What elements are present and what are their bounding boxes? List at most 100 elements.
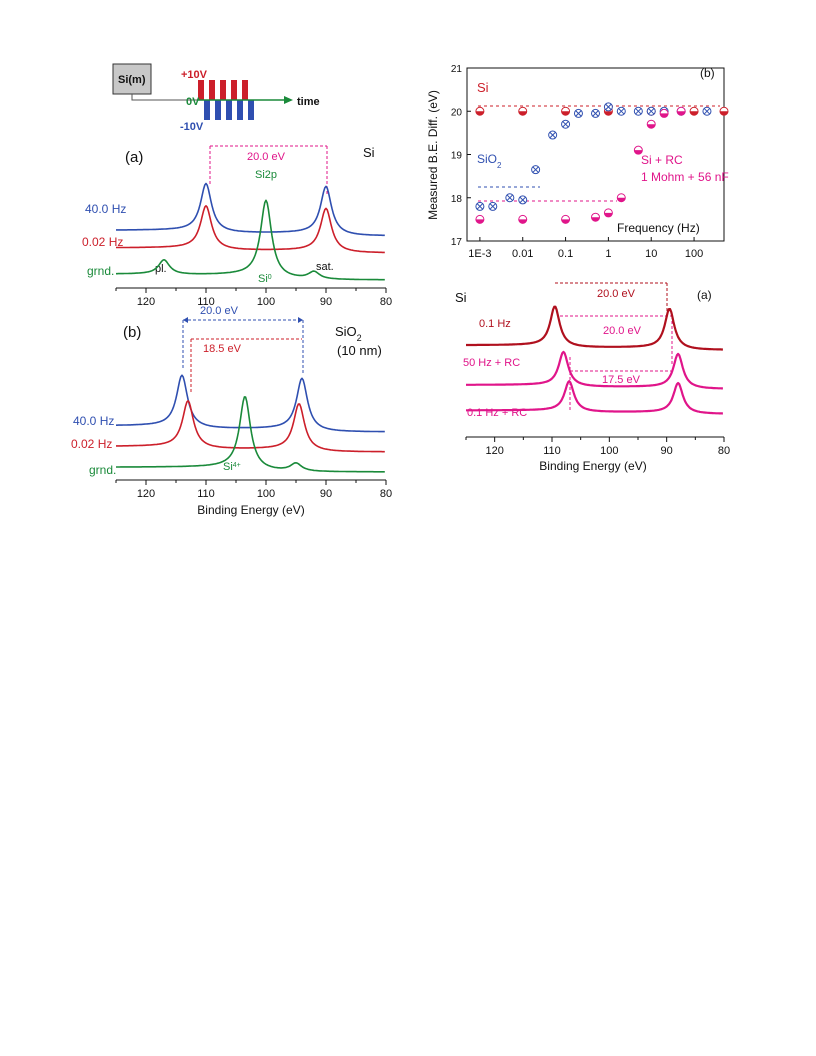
sample-box	[112, 63, 152, 95]
separation-label-3: 17.5 eV	[602, 374, 641, 386]
right-panel-a: Si (a) 20.0 eV 20.0 eV 17.5 eV 0.1 Hz 50…	[455, 282, 730, 473]
separation-label-1: 20.0 eV	[597, 288, 636, 300]
data-point-si	[561, 106, 571, 116]
x-tick-label: 1	[605, 248, 611, 260]
x-tick-label: 0.1	[558, 248, 573, 260]
x-tick-label: 10	[645, 248, 657, 260]
sio2-label: SiO2	[477, 152, 502, 170]
bias-schematic: Si(m) +10V 0V -10V time	[112, 63, 320, 133]
minus-voltage-label: -10V	[180, 121, 204, 133]
markers	[475, 102, 729, 224]
left-panel-a: (a) Si 20.0 eV Si2p pl. sat. Si0 40.0 Hz…	[82, 145, 392, 308]
series-line-grnd-	[116, 396, 385, 473]
outer-arrow-left-icon	[183, 317, 188, 323]
time-label: time	[297, 96, 320, 108]
minus-pulses	[204, 100, 254, 120]
outer-arrow-right-icon	[298, 317, 303, 323]
x-tick-label: 100	[600, 445, 618, 457]
y-tick-label: 17	[451, 237, 463, 248]
thickness-label: (10 nm)	[337, 343, 382, 358]
x-tick-label: 0.01	[512, 248, 533, 260]
data-point-si-rc	[676, 106, 686, 116]
plus-pulses	[198, 80, 248, 100]
x-tick-label: 80	[380, 488, 392, 500]
series-label: grnd.	[89, 463, 116, 477]
curves	[116, 182, 385, 281]
data-point-si-rc	[646, 119, 656, 129]
data-point-sio2	[633, 106, 643, 116]
x-tick-label: 100	[685, 248, 703, 260]
x-tick-label: 100	[257, 296, 275, 308]
data-point-sio2	[488, 201, 498, 211]
oxidation-state-label: Si4+	[223, 461, 241, 473]
data-point-sio2	[548, 130, 558, 140]
y-tick-label: 19	[451, 151, 463, 162]
x-tick-label: 120	[137, 296, 155, 308]
series-line-0-02-hz	[116, 400, 385, 453]
material-label: Si	[455, 290, 467, 305]
panel-label: (b)	[123, 324, 141, 341]
data-point-sio2	[518, 195, 528, 205]
outer-separation-label: 20.0 eV	[200, 305, 239, 317]
separation-label: 20.0 eV	[247, 151, 286, 163]
data-point-si-rc	[616, 193, 626, 203]
x-axis-title: Binding Energy (eV)	[539, 459, 646, 473]
data-point-sio2	[603, 102, 613, 112]
data-point-sio2	[591, 108, 600, 118]
series-line-40-0-hz	[116, 182, 385, 237]
oxidation-state-label: Si0	[258, 273, 272, 285]
plus-voltage-label: +10V	[181, 69, 208, 81]
y-tick-label: 18	[451, 194, 463, 205]
data-point-sio2	[561, 119, 571, 129]
rc-label: Si + RC	[641, 153, 683, 167]
panel-label: (b)	[700, 66, 715, 80]
series-line-0-1-hz	[466, 305, 723, 351]
curves	[116, 374, 385, 473]
series-line-50-hz-rc	[466, 350, 723, 390]
x-tick-label: 120	[137, 488, 155, 500]
x-tick-label: 110	[543, 445, 561, 457]
data-point-si	[719, 106, 729, 116]
series-label: 0.02 Hz	[82, 235, 123, 249]
series-label: 0.1 Hz + RC	[467, 407, 527, 419]
data-point-sio2	[616, 106, 626, 116]
inner-separation-label: 18.5 eV	[203, 343, 242, 355]
plasmon-label: pl.	[155, 263, 167, 275]
left-panel-b: (b) SiO2 (10 nm) 20.0 eV 18.5 eV Si4+ 40…	[71, 305, 392, 517]
axis-ticks: 17 18 19 20 21 1E-3 0.01 0.1 1 10 100	[451, 64, 703, 260]
x-tick-label: 80	[380, 296, 392, 308]
data-point-si-rc	[518, 214, 528, 224]
series-line-0-02-hz	[116, 205, 385, 254]
x-tick-label: 120	[485, 445, 503, 457]
data-point-sio2	[475, 201, 485, 211]
data-point-si-rc	[591, 212, 600, 222]
data-point-si-rc	[633, 145, 643, 155]
series-label: 0.1 Hz	[479, 318, 511, 330]
data-point-sio2	[702, 106, 712, 116]
separation-label-2: 20.0 eV	[603, 325, 642, 337]
x-tick-label: 110	[197, 296, 215, 308]
series-line-0-1-hz-rc	[466, 380, 723, 415]
x-axis-title: Frequency (Hz)	[617, 221, 700, 235]
data-point-si-rc	[475, 214, 485, 224]
x-ticks: 120 110 100 90 80	[115, 288, 392, 308]
x-tick-label: 90	[661, 445, 673, 457]
data-point-si	[689, 106, 699, 116]
series-label: grnd.	[87, 264, 114, 278]
x-tick-label: 110	[197, 488, 215, 500]
x-tick-label: 100	[257, 488, 275, 500]
right-panel-b: (b) Measured B.E. Diff. (eV) Frequency (…	[426, 64, 729, 260]
data-point-si	[475, 106, 485, 116]
peak-label: Si2p	[255, 169, 277, 181]
sample-label: Si(m)	[118, 74, 146, 86]
series-line-grnd-	[116, 199, 385, 281]
x-ticks: 120 110 100 90 80	[115, 480, 392, 500]
rc-values-label: 1 Mohm + 56 nF	[641, 170, 729, 184]
x-tick-label: 90	[320, 296, 332, 308]
satellite-label: sat.	[316, 261, 334, 273]
time-arrow-icon	[284, 96, 293, 104]
sample-wire	[131, 94, 197, 101]
panel-label: (a)	[125, 149, 143, 166]
series-label: 0.02 Hz	[71, 437, 112, 451]
x-tick-label: 80	[718, 445, 730, 457]
